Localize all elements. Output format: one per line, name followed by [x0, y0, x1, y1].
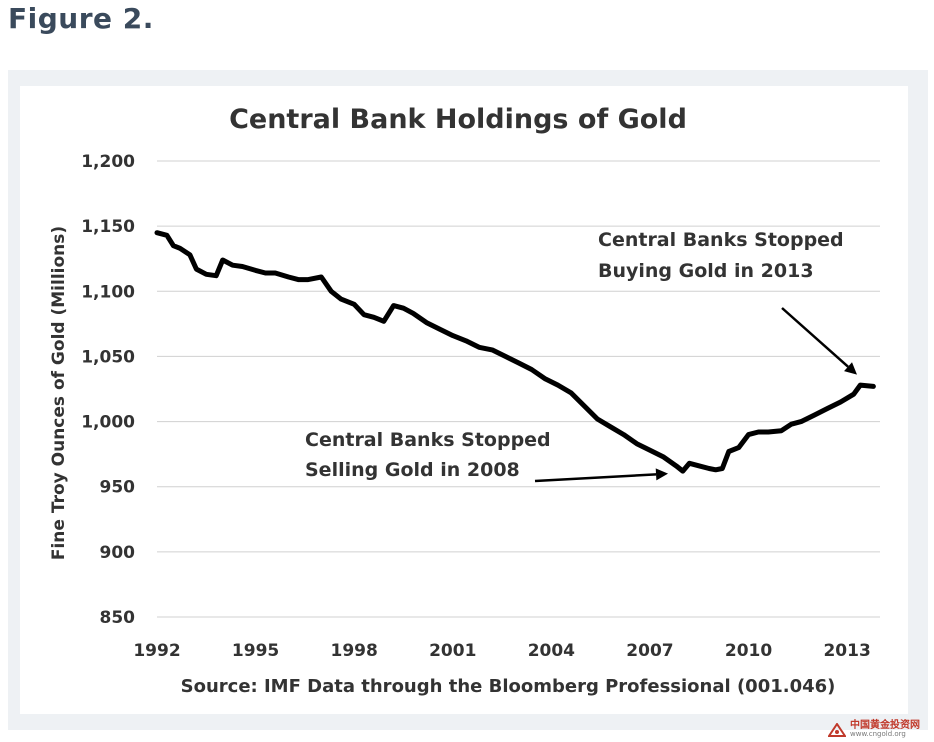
annotation-2013-line2: Buying Gold in 2013 [598, 260, 814, 282]
annotation-2013-arrowhead [844, 362, 857, 375]
annotation-2013-line1: Central Banks Stopped [598, 229, 844, 251]
x-axis-ticks: 1992 1995 1998 2001 2004 2007 2010 2013 [133, 641, 870, 661]
annotation-2008-line2: Selling Gold in 2008 [305, 459, 520, 481]
chart-title: Central Bank Holdings of Gold [229, 104, 687, 135]
chart-source: Source: IMF Data through the Bloomberg P… [181, 676, 836, 697]
annotation-2008-arrowhead [655, 468, 669, 481]
annotation-2013-arrow [781, 307, 849, 368]
x-tick-label: 1992 [133, 641, 180, 661]
gridlines [157, 160, 880, 618]
figure-label: Figure 2. [8, 2, 154, 35]
x-tick-label: 2004 [528, 641, 575, 661]
annotation-2008: Central Banks Stopped Selling Gold in 20… [305, 429, 669, 483]
watermark-logo-icon [828, 722, 846, 737]
y-axis-label: Fine Troy Ounces of Gold (Millions) [49, 226, 69, 560]
annotation-2013: Central Banks Stopped Buying Gold in 201… [598, 229, 857, 375]
x-tick-label: 1998 [331, 641, 378, 661]
watermark: 中国黄金投资网 www.cngold.org [828, 721, 920, 738]
x-tick-label: 1995 [232, 641, 279, 661]
watermark-url: www.cngold.org [850, 730, 906, 738]
x-tick-label: 2007 [626, 641, 673, 661]
watermark-title: 中国黄金投资网 [850, 720, 920, 731]
chart-card [20, 86, 908, 714]
y-tick-label: 1,000 [81, 413, 135, 433]
x-tick-label: 2013 [823, 641, 870, 661]
x-tick-label: 2001 [429, 641, 476, 661]
y-tick-label: 950 [100, 478, 136, 498]
annotation-2008-line1: Central Banks Stopped [305, 429, 551, 451]
series-line-gold-holdings [154, 230, 876, 474]
y-tick-label: 1,100 [81, 282, 135, 302]
y-tick-label: 1,200 [81, 152, 135, 172]
y-tick-label: 1,050 [81, 347, 135, 367]
y-axis-ticks: 850 900 950 1,000 1,050 1,100 1,150 1,200 [81, 152, 135, 628]
y-tick-label: 850 [100, 608, 136, 628]
annotation-2008-arrow [534, 473, 657, 483]
y-tick-label: 900 [100, 543, 136, 563]
x-tick-label: 2010 [725, 641, 772, 661]
y-tick-label: 1,150 [81, 217, 135, 237]
